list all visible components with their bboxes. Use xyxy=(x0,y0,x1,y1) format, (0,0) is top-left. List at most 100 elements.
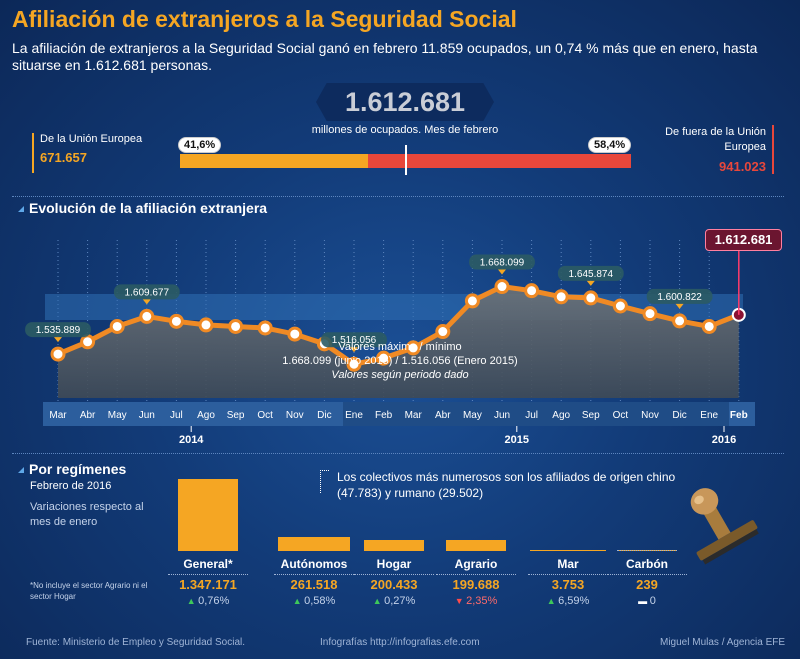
regime-bar xyxy=(178,479,238,551)
total-caption: millones de ocupados. Mes de febrero xyxy=(311,124,499,136)
section-title-evolution: Evolución de la afiliación extranjera xyxy=(18,200,267,216)
data-point xyxy=(50,346,66,362)
x-tick-label: May xyxy=(108,410,127,421)
regimes-note: *No incluye el sector Agrario ni el sect… xyxy=(30,581,148,601)
regimes-date: Febrero de 2016 xyxy=(30,480,112,492)
regime-name: Mar xyxy=(557,557,579,571)
eu-block: De la Unión Europea 671.657 xyxy=(32,133,162,173)
value-label-bg xyxy=(469,254,535,270)
data-point xyxy=(168,313,184,329)
data-point xyxy=(553,289,569,305)
value-label-pointer xyxy=(586,280,595,286)
minmax-values: 1.668.099 (junio 2015) / 1.516.056 (Ener… xyxy=(282,355,518,367)
value-label-pointer xyxy=(54,337,62,343)
regime-divider xyxy=(168,574,248,575)
x-tick-label: Ene xyxy=(700,410,718,421)
minmax-note: Valores máximo / mínimo 1.668.099 (junio… xyxy=(250,340,550,382)
value-label: 1.609.677 xyxy=(125,287,170,298)
regime-name: Hogar xyxy=(376,557,412,571)
arrow-up-icon: ▲ xyxy=(546,596,559,606)
year-label: 2014 xyxy=(179,434,204,446)
regime-change-value: 2,35% xyxy=(466,595,498,607)
x-tick-label: Dic xyxy=(317,410,331,421)
total-box: 1.612.681 xyxy=(316,83,494,121)
regime-value: 1.347.171 xyxy=(179,577,237,592)
divider-regimes xyxy=(12,453,784,454)
value-label-pointer xyxy=(350,347,358,353)
value-label: 1.645.874 xyxy=(569,269,614,280)
page-subtitle: La afiliación de extranjeros a la Seguri… xyxy=(12,40,758,73)
regime-divider xyxy=(528,574,608,575)
x-tick-label: Sep xyxy=(227,410,245,421)
x-tick-label: Abr xyxy=(435,410,451,421)
x-tick-label: Ago xyxy=(552,410,570,421)
page-title: Afiliación de extranjeros a la Seguridad… xyxy=(12,6,517,32)
regime-bar xyxy=(278,537,350,551)
x-tick-label: Dic xyxy=(672,410,686,421)
x-tick-label: Oct xyxy=(613,410,629,421)
data-point xyxy=(376,350,392,366)
arrow-down-icon: ▼ xyxy=(454,596,467,606)
x-tick-label: Ene xyxy=(345,410,363,421)
divider xyxy=(12,196,784,197)
value-label-pointer xyxy=(142,299,151,305)
value-label-pointer xyxy=(498,269,506,275)
regime-value: 261.518 xyxy=(290,577,338,592)
value-label-bg xyxy=(25,322,91,338)
eu-label: De la Unión Europea xyxy=(40,133,143,145)
data-point xyxy=(405,340,421,356)
share-bar-midline xyxy=(405,145,407,175)
current-value-badge: 1.612.681 xyxy=(705,229,782,251)
regime-divider xyxy=(354,574,434,575)
regime-change-value: 0,27% xyxy=(384,595,416,607)
data-point xyxy=(494,279,510,295)
share-bar-eu xyxy=(180,154,368,168)
x-tick-label: Jul xyxy=(525,410,538,421)
x-tick-label: Jul xyxy=(170,410,183,421)
year-label: 2015 xyxy=(505,434,529,446)
x-tick-label: Mar xyxy=(405,410,423,421)
data-point xyxy=(346,356,362,372)
regimes-desc: Variaciones respecto al mes de enero xyxy=(30,501,144,528)
footer-link[interactable]: Infografías http://infografias.efe.com xyxy=(320,637,480,648)
regime-name: Carbón xyxy=(626,557,668,571)
x-tick-label: Oct xyxy=(257,410,273,421)
regime-divider xyxy=(607,574,687,575)
regime-divider xyxy=(274,574,354,575)
regime-change: ▲ 0,27% xyxy=(344,595,444,607)
data-point xyxy=(435,324,451,340)
data-point xyxy=(642,306,658,322)
x-tick-label: Nov xyxy=(286,410,304,421)
x-tick-label: May xyxy=(463,410,482,421)
regime-value: 3.753 xyxy=(551,577,585,592)
regime-divider xyxy=(436,574,516,575)
value-label: 1.668.099 xyxy=(480,258,525,269)
eu-pct: 41,6% xyxy=(178,137,222,153)
data-point xyxy=(139,308,155,324)
current-value: 1.612.681 xyxy=(714,232,773,247)
data-point xyxy=(287,326,303,342)
regime-name: Agrario xyxy=(454,557,498,571)
regime-bar xyxy=(530,550,606,551)
regime-name: Autónomos xyxy=(280,557,348,571)
regime-baseline xyxy=(617,550,677,551)
noneu-value: 941.023 xyxy=(719,159,766,174)
x-tick-label: Sep xyxy=(582,410,600,421)
regime-change: ▲ 6,59% xyxy=(518,595,618,607)
regime-change: ▲ 0,58% xyxy=(264,595,364,607)
data-point xyxy=(80,334,96,350)
dash-icon: ▬ xyxy=(638,596,650,606)
x-tick-label: Abr xyxy=(80,410,96,421)
x-tick-label: Ago xyxy=(197,410,215,421)
value-label-bg xyxy=(646,288,713,304)
x-tick-label: Jun xyxy=(494,410,510,421)
value-label: 1.600.822 xyxy=(657,292,702,303)
eu-value: 671.657 xyxy=(40,150,87,165)
value-label: 1.535.889 xyxy=(36,325,81,336)
value-label: 1.516.056 xyxy=(332,335,377,346)
minmax-title: Valores máximo / mínimo xyxy=(338,341,462,353)
regime-name: General* xyxy=(183,557,233,571)
x-tick-label: Feb xyxy=(375,410,393,421)
data-point xyxy=(257,320,273,336)
regime-value: 239 xyxy=(636,577,658,592)
